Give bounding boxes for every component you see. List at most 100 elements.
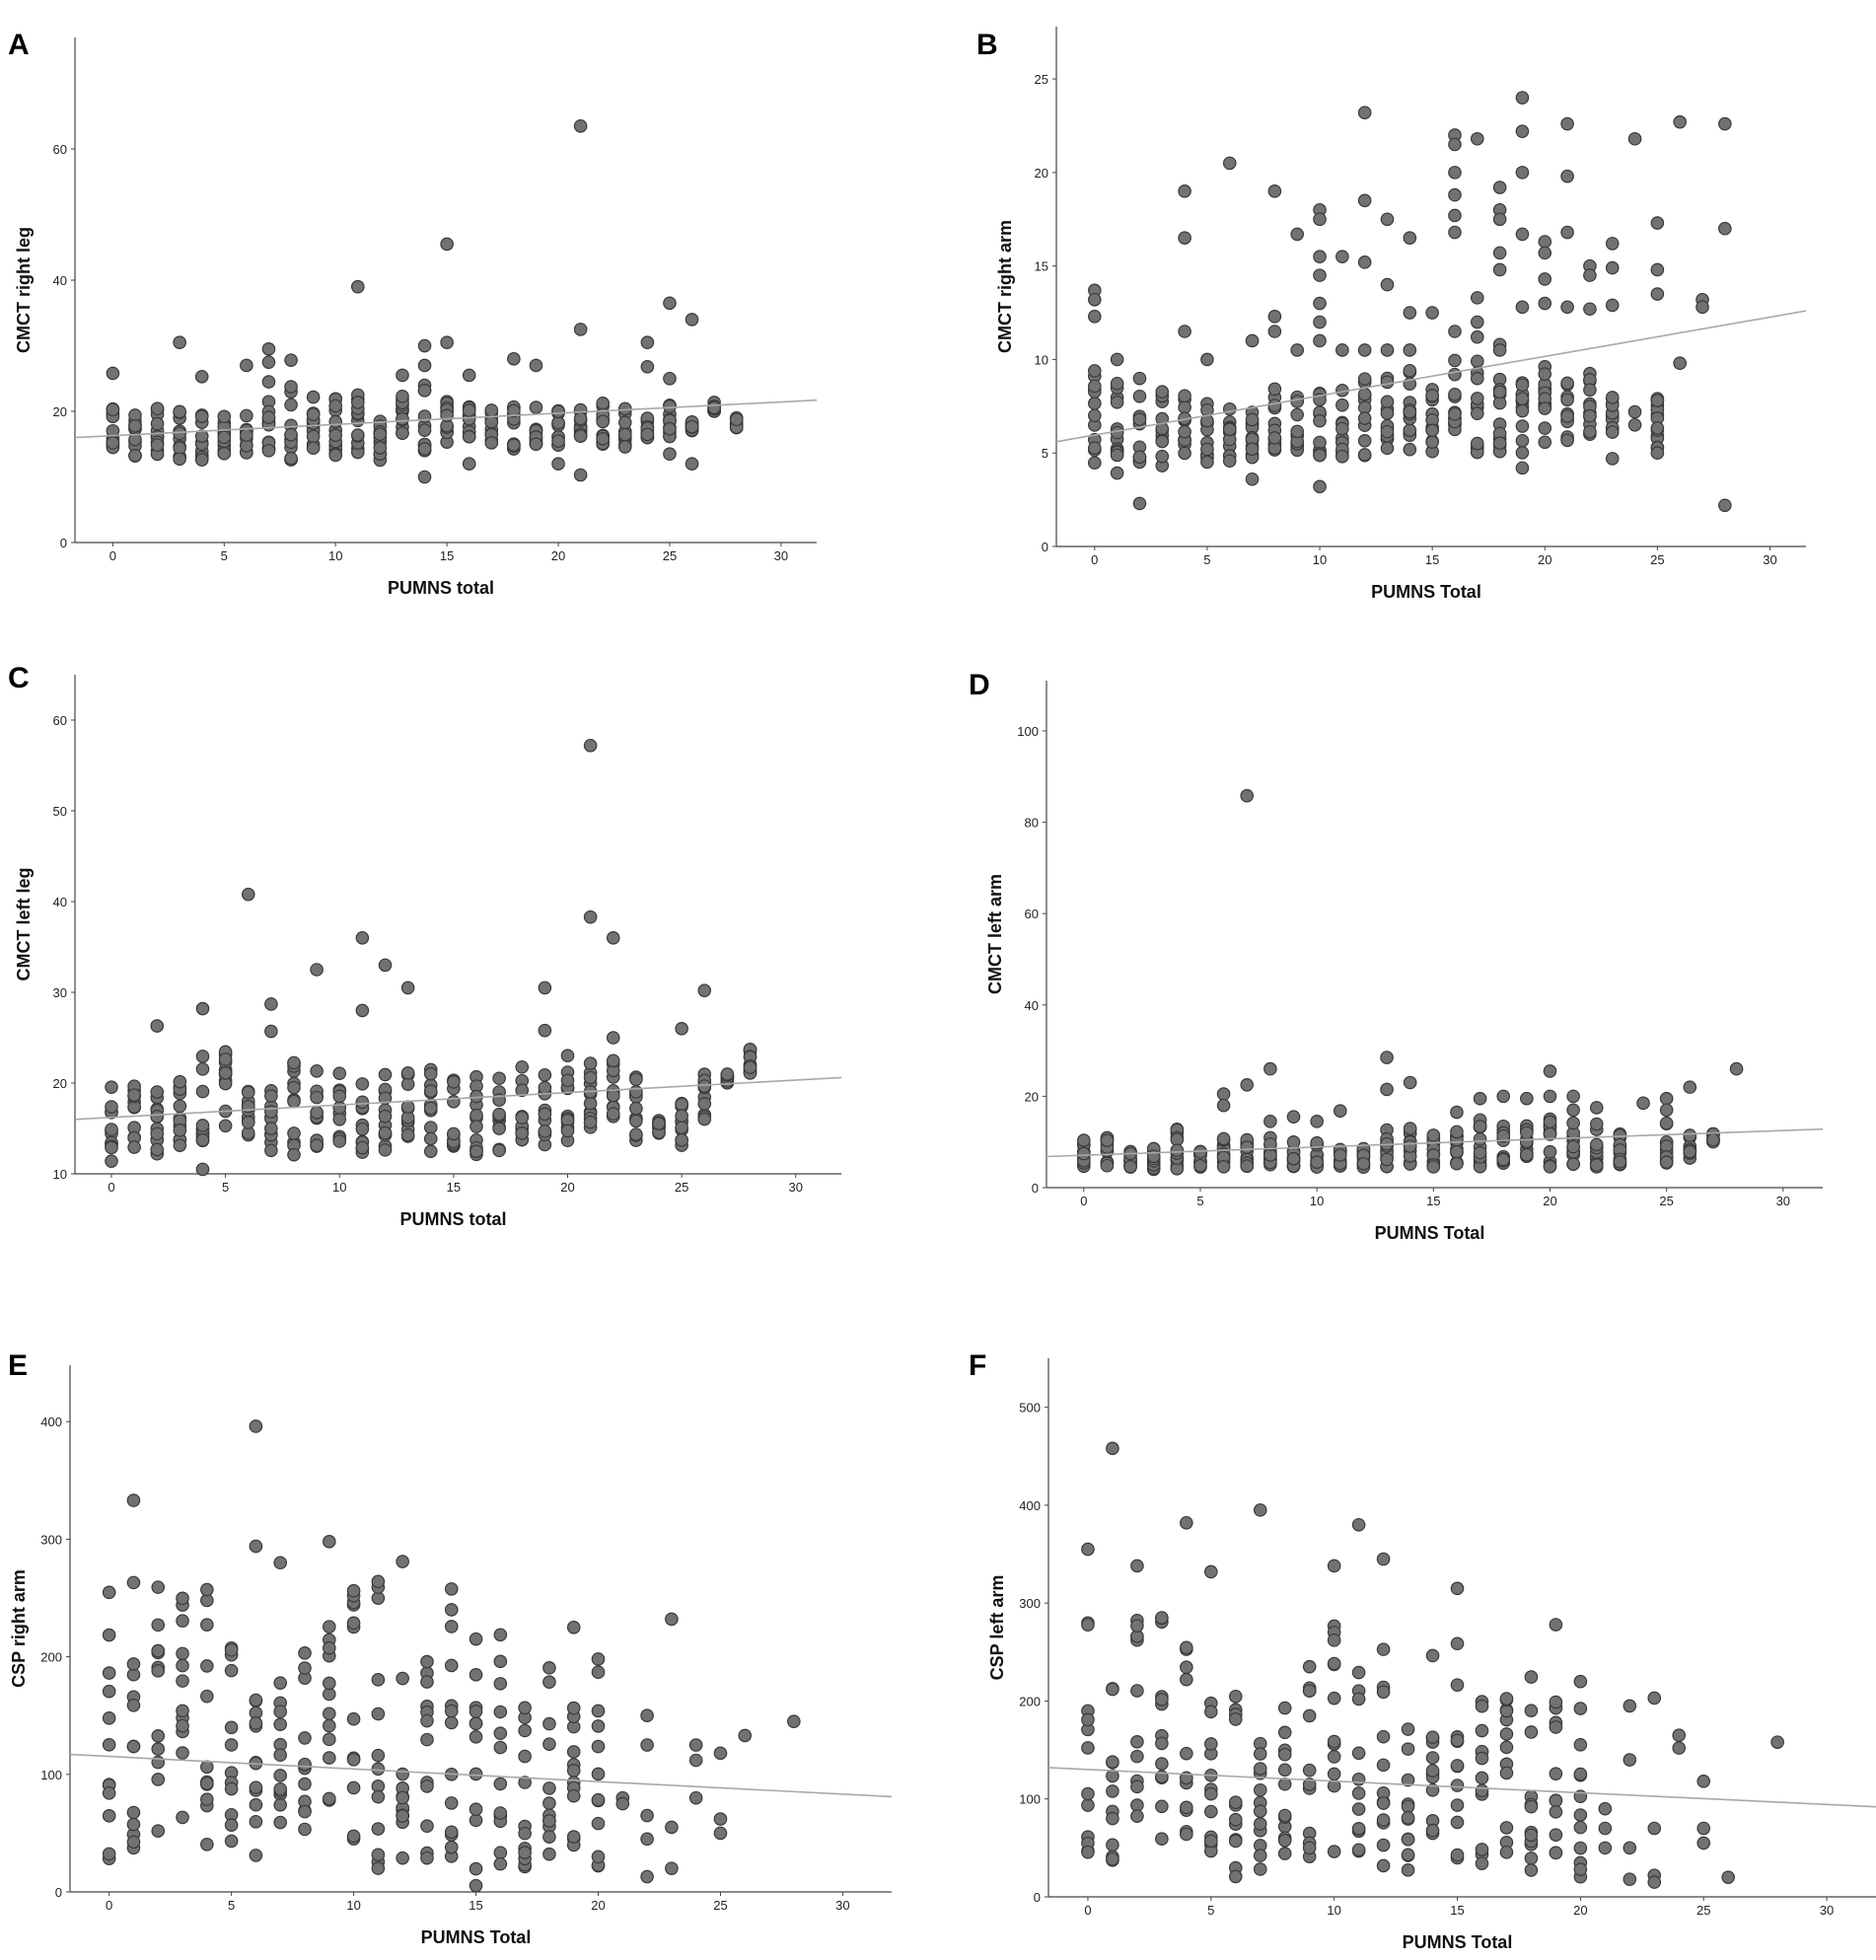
- data-point: [1277, 1701, 1292, 1715]
- data-point: [310, 1138, 324, 1153]
- data-point: [287, 1094, 301, 1109]
- data-point: [1130, 1749, 1144, 1764]
- data-point: [538, 1080, 552, 1095]
- data-point: [1524, 1863, 1539, 1877]
- data-point: [1110, 466, 1124, 480]
- data-point: [617, 401, 632, 416]
- data-point: [1380, 212, 1395, 227]
- data-point: [261, 342, 276, 356]
- data-point: [675, 1022, 688, 1036]
- data-point: [629, 1072, 643, 1087]
- data-point: [573, 411, 588, 426]
- data-point: [566, 1764, 581, 1778]
- data-point: [1425, 389, 1439, 402]
- data-point: [1403, 1139, 1417, 1153]
- data-point: [194, 453, 209, 467]
- data-point: [328, 448, 343, 463]
- data-point: [1549, 1793, 1563, 1808]
- data-point: [1538, 246, 1552, 260]
- data-point: [150, 401, 165, 416]
- data-point: [1110, 395, 1124, 409]
- data-point: [606, 1053, 620, 1068]
- data-point: [371, 1574, 386, 1589]
- data-point: [720, 1067, 735, 1081]
- data-point: [1106, 1441, 1119, 1456]
- data-point: [1380, 395, 1395, 409]
- data-point: [127, 1088, 141, 1102]
- data-point: [1216, 1160, 1231, 1174]
- data-point: [1549, 1695, 1563, 1709]
- data-point: [261, 444, 276, 458]
- data-point: [663, 399, 677, 413]
- data-point: [492, 1143, 506, 1158]
- data-point: [1132, 496, 1147, 511]
- y-tick-label: 0: [60, 536, 67, 550]
- data-point: [1106, 1838, 1119, 1852]
- data-point: [1123, 1159, 1137, 1174]
- data-point: [493, 1856, 508, 1871]
- data-point: [1729, 1061, 1744, 1076]
- data-point: [102, 1628, 116, 1642]
- data-point: [1605, 298, 1620, 313]
- data-point: [743, 1060, 758, 1074]
- data-point: [1351, 1843, 1366, 1857]
- data-point: [1277, 1763, 1292, 1778]
- data-point: [284, 353, 298, 367]
- data-point: [173, 1099, 187, 1114]
- data-point: [1290, 343, 1305, 357]
- data-point: [420, 1779, 434, 1793]
- data-point: [1376, 1729, 1391, 1744]
- data-point: [1313, 448, 1327, 463]
- data-point: [1499, 1740, 1514, 1755]
- data-point: [665, 1820, 679, 1835]
- data-point: [1403, 423, 1417, 438]
- data-point: [371, 1861, 386, 1875]
- data-point: [1313, 250, 1327, 263]
- data-point: [1650, 262, 1665, 277]
- fit-line: [74, 1076, 842, 1121]
- data-point: [1180, 1660, 1193, 1675]
- data-point: [606, 930, 620, 945]
- data-point: [1380, 406, 1395, 420]
- data-point: [1448, 406, 1462, 421]
- data-point: [173, 1124, 187, 1137]
- data-point: [1087, 364, 1102, 378]
- data-point: [423, 1131, 438, 1146]
- data-point: [1155, 1693, 1169, 1706]
- data-point: [224, 1720, 239, 1735]
- data-point: [1448, 137, 1462, 152]
- data-point: [1647, 1691, 1662, 1706]
- data-point: [1589, 1137, 1604, 1152]
- data-point: [1253, 1503, 1267, 1517]
- data-point: [551, 415, 565, 430]
- x-tick-label: 15: [1425, 552, 1439, 567]
- data-point: [1267, 431, 1282, 445]
- data-point: [1327, 1656, 1341, 1671]
- data-point: [675, 1109, 688, 1123]
- data-point: [640, 427, 655, 442]
- data-point: [551, 404, 565, 418]
- data-point: [591, 1719, 606, 1733]
- data-point: [264, 1105, 278, 1119]
- data-point: [273, 1748, 288, 1763]
- data-point: [688, 1738, 703, 1752]
- data-point: [1613, 1155, 1627, 1169]
- data-point: [444, 1603, 459, 1617]
- data-point: [1302, 1708, 1317, 1723]
- y-tick-label: 10: [53, 1167, 67, 1182]
- data-point: [105, 1080, 118, 1094]
- data-point: [1204, 1834, 1218, 1849]
- data-point: [371, 1748, 386, 1763]
- data-point: [583, 909, 598, 924]
- data-point: [1499, 1692, 1514, 1706]
- data-point: [396, 411, 409, 426]
- data-point: [444, 1825, 459, 1840]
- data-point: [1240, 1078, 1255, 1092]
- data-point: [1492, 181, 1507, 194]
- data-point: [264, 1024, 278, 1039]
- data-point: [1560, 409, 1574, 423]
- data-point: [328, 428, 343, 443]
- data-point: [1425, 1783, 1440, 1797]
- data-point: [400, 1100, 415, 1114]
- data-point: [332, 1089, 347, 1104]
